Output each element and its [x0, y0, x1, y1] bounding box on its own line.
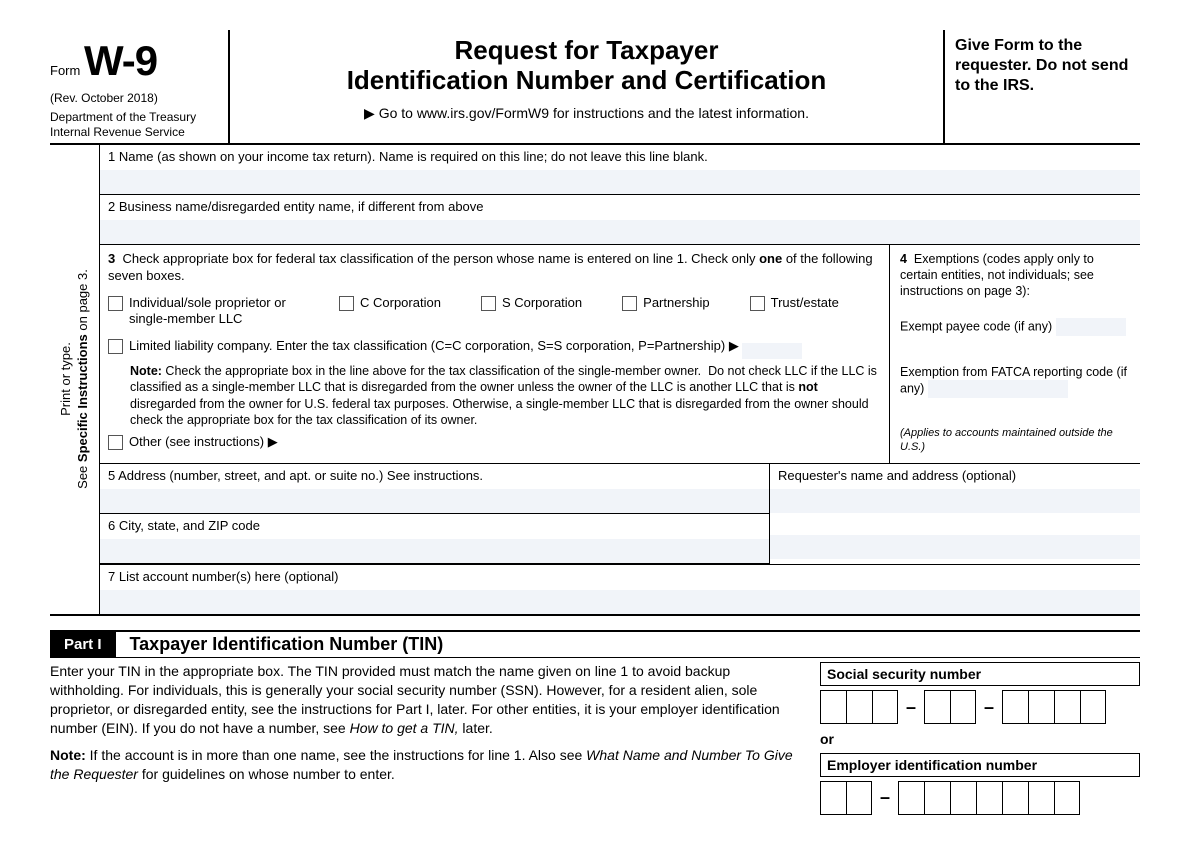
or-label: or: [820, 730, 1140, 748]
ein-label: Employer identification number: [820, 753, 1140, 777]
applies-note: (Applies to accounts maintained outside …: [900, 426, 1132, 455]
requester-address: Requester's name and address (optional): [770, 464, 1140, 564]
line-3-intro: 3 Check appropriate box for federal tax …: [108, 251, 881, 285]
line-5-label: 5 Address (number, street, and apt. or s…: [100, 464, 769, 489]
sidebar-text: Print or type. See Specific Instructions…: [58, 270, 92, 490]
requester-input-1[interactable]: [770, 489, 1140, 513]
fields: 1 Name (as shown on your income tax retu…: [100, 145, 1140, 614]
line-3-note: Note: Check the appropriate box in the l…: [108, 363, 881, 428]
tin-text: Enter your TIN in the appropriate box. T…: [50, 662, 800, 815]
line-4-intro: 4 Exemptions (codes apply only to certai…: [900, 251, 1132, 300]
cb-scorp[interactable]: S Corporation: [481, 295, 582, 329]
cb-partnership[interactable]: Partnership: [622, 295, 709, 329]
line-6-label: 6 City, state, and ZIP code: [100, 514, 769, 539]
tin-note: Note: If the account is in more than one…: [50, 746, 800, 784]
cb-individual[interactable]: Individual/sole proprietor or single-mem…: [108, 295, 299, 329]
line-1-input[interactable]: [100, 170, 1140, 194]
cb-trust[interactable]: Trust/estate: [750, 295, 839, 329]
give-form-note: Give Form to the requester. Do not send …: [945, 30, 1140, 143]
payee-code-input[interactable]: [1056, 318, 1126, 336]
line-1-label: 1 Name (as shown on your income tax retu…: [100, 145, 1140, 170]
requester-label: Requester's name and address (optional): [770, 464, 1140, 489]
line-3-4: 3 Check appropriate box for federal tax …: [100, 245, 1140, 464]
revision-date: (Rev. October 2018): [50, 91, 220, 107]
line-5-6: 5 Address (number, street, and apt. or s…: [100, 464, 1140, 564]
header-center: Request for Taxpayer Identification Numb…: [230, 30, 945, 143]
line-7-input[interactable]: [100, 590, 1140, 614]
line-4: 4 Exemptions (codes apply only to certai…: [890, 245, 1140, 463]
line-7-label: 7 List account number(s) here (optional): [100, 565, 1140, 590]
exempt-payee: Exempt payee code (if any): [900, 318, 1132, 336]
part-1-title: Taxpayer Identification Number (TIN): [116, 633, 444, 656]
cb-ccorp[interactable]: C Corporation: [339, 295, 441, 329]
goto-url: ▶ Go to www.irs.gov/FormW9 for instructi…: [240, 104, 933, 122]
department: Department of the Treasury Internal Reve…: [50, 110, 220, 139]
fatca: Exemption from FATCA reporting code (if …: [900, 364, 1132, 398]
form-header: Form W-9 (Rev. October 2018) Department …: [50, 30, 1140, 145]
ssn-label: Social security number: [820, 662, 1140, 686]
line-6: 6 City, state, and ZIP code: [100, 514, 769, 564]
line-2: 2 Business name/disregarded entity name,…: [100, 195, 1140, 245]
part-1-badge: Part I: [50, 632, 116, 658]
line-1: 1 Name (as shown on your income tax retu…: [100, 145, 1140, 195]
line-7: 7 List account number(s) here (optional): [100, 564, 1140, 614]
cb-llc[interactable]: Limited liability company. Enter the tax…: [108, 338, 739, 355]
cb-other[interactable]: Other (see instructions) ▶: [108, 434, 278, 451]
part-1-bar: Part I Taxpayer Identification Number (T…: [50, 630, 1140, 659]
line-2-label: 2 Business name/disregarded entity name,…: [100, 195, 1140, 220]
line-3: 3 Check appropriate box for federal tax …: [100, 245, 890, 463]
form-number: W-9: [84, 37, 157, 84]
llc-class-input[interactable]: [742, 343, 802, 359]
checkbox-row: Individual/sole proprietor or single-mem…: [108, 295, 881, 329]
main-grid: Print or type. See Specific Instructions…: [50, 145, 1140, 616]
line-5: 5 Address (number, street, and apt. or s…: [100, 464, 769, 514]
line-6-input[interactable]: [100, 539, 769, 563]
line-2-input[interactable]: [100, 220, 1140, 244]
fatca-code-input[interactable]: [928, 380, 1068, 398]
form-word: Form: [50, 63, 80, 78]
tin-section: Enter your TIN in the appropriate box. T…: [50, 662, 1140, 815]
requester-input-2[interactable]: [770, 535, 1140, 559]
form-title: Request for Taxpayer Identification Numb…: [240, 36, 933, 96]
print-or-type: Print or type.: [58, 343, 73, 417]
header-left: Form W-9 (Rev. October 2018) Department …: [50, 30, 230, 143]
tin-p1: Enter your TIN in the appropriate box. T…: [50, 662, 800, 738]
sidebar: Print or type. See Specific Instructions…: [50, 145, 100, 614]
line-5-input[interactable]: [100, 489, 769, 513]
tin-boxes: Social security number – – or Employer i…: [820, 662, 1140, 815]
see-instructions: See Specific Instructions on page 3.: [75, 270, 90, 490]
ssn-digits[interactable]: – –: [820, 690, 1140, 724]
ein-digits[interactable]: –: [820, 781, 1140, 815]
